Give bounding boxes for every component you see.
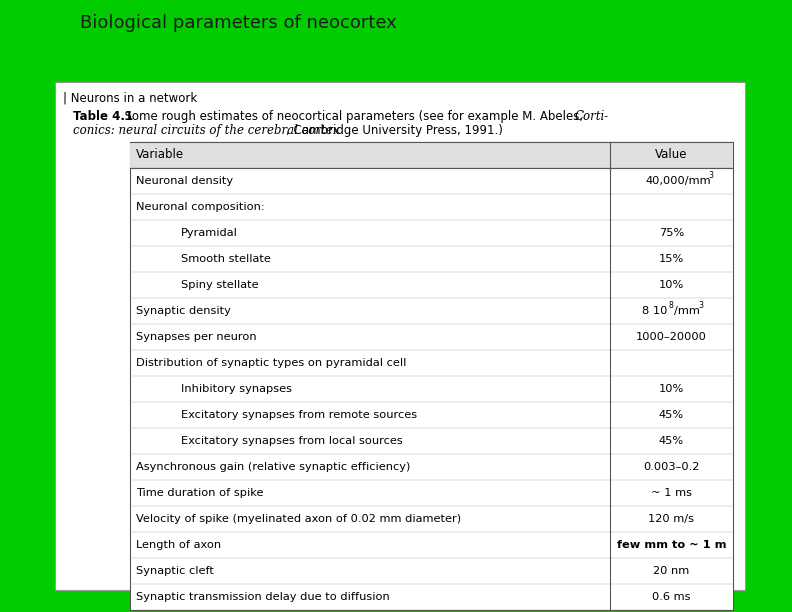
Text: 75%: 75% xyxy=(659,228,684,238)
Text: Biological parameters of neocortex: Biological parameters of neocortex xyxy=(80,14,397,32)
Text: Synapses per neuron: Synapses per neuron xyxy=(136,332,257,342)
Text: 8: 8 xyxy=(668,302,673,310)
Text: Synaptic transmission delay due to diffusion: Synaptic transmission delay due to diffu… xyxy=(136,592,390,602)
Text: Length of axon: Length of axon xyxy=(136,540,221,550)
Text: 40,000/mm: 40,000/mm xyxy=(645,176,711,186)
Text: 0.6 ms: 0.6 ms xyxy=(653,592,691,602)
Text: 3: 3 xyxy=(699,302,703,310)
Text: 0.003–0.2: 0.003–0.2 xyxy=(643,462,699,472)
Text: Value: Value xyxy=(655,149,687,162)
Text: Pyramidal: Pyramidal xyxy=(181,228,238,238)
Text: 45%: 45% xyxy=(659,436,684,446)
Text: Synaptic density: Synaptic density xyxy=(136,306,231,316)
Text: Asynchronous gain (relative synaptic efficiency): Asynchronous gain (relative synaptic eff… xyxy=(136,462,410,472)
Text: | Neurons in a network: | Neurons in a network xyxy=(63,92,197,105)
Text: 20 nm: 20 nm xyxy=(653,566,690,576)
Text: Excitatory synapses from local sources: Excitatory synapses from local sources xyxy=(181,436,403,446)
FancyBboxPatch shape xyxy=(55,82,745,590)
Text: 15%: 15% xyxy=(659,254,684,264)
Text: 10%: 10% xyxy=(659,280,684,290)
Text: few mm to ~ 1 m: few mm to ~ 1 m xyxy=(617,540,726,550)
Text: ~ 1 ms: ~ 1 ms xyxy=(651,488,692,498)
Text: Time duration of spike: Time duration of spike xyxy=(136,488,264,498)
Text: Smooth stellate: Smooth stellate xyxy=(181,254,271,264)
Text: Synaptic cleft: Synaptic cleft xyxy=(136,566,214,576)
Text: Some rough estimates of neocortical parameters (see for example M. Abeles,: Some rough estimates of neocortical para… xyxy=(117,110,587,123)
Text: Table 4.1: Table 4.1 xyxy=(73,110,133,123)
Text: 1000–20000: 1000–20000 xyxy=(636,332,707,342)
Text: Corti-: Corti- xyxy=(575,110,609,123)
Text: Excitatory synapses from remote sources: Excitatory synapses from remote sources xyxy=(181,410,417,420)
Text: Variable: Variable xyxy=(136,149,184,162)
Text: Inhibitory synapses: Inhibitory synapses xyxy=(181,384,292,394)
Text: Neuronal density: Neuronal density xyxy=(136,176,233,186)
Text: /mm: /mm xyxy=(675,306,700,316)
Text: conics: neural circuits of the cerebral cortex: conics: neural circuits of the cerebral … xyxy=(73,124,340,137)
Text: Distribution of synaptic types on pyramidal cell: Distribution of synaptic types on pyrami… xyxy=(136,358,406,368)
Text: 8 10: 8 10 xyxy=(642,306,667,316)
Text: Neuronal composition:: Neuronal composition: xyxy=(136,202,265,212)
Text: 3: 3 xyxy=(709,171,714,181)
Bar xyxy=(130,142,733,168)
Text: 10%: 10% xyxy=(659,384,684,394)
Bar xyxy=(130,142,733,610)
Text: Spiny stellate: Spiny stellate xyxy=(181,280,259,290)
Text: Velocity of spike (myelinated axon of 0.02 mm diameter): Velocity of spike (myelinated axon of 0.… xyxy=(136,514,461,524)
Text: 45%: 45% xyxy=(659,410,684,420)
Text: 120 m/s: 120 m/s xyxy=(649,514,695,524)
Text: , Cambridge University Press, 1991.): , Cambridge University Press, 1991.) xyxy=(286,124,503,137)
